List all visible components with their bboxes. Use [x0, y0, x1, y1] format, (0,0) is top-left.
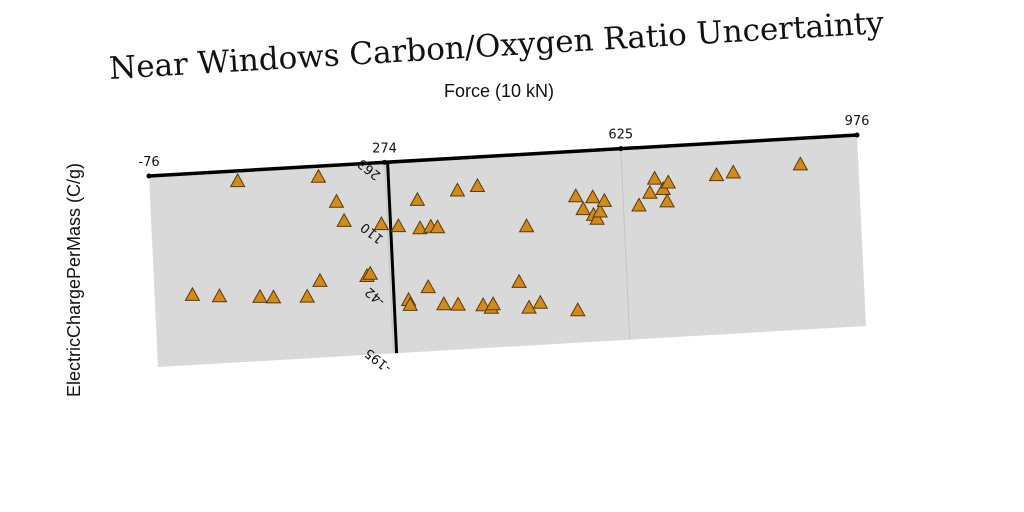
grid-line	[620, 148, 631, 340]
scatter-point	[532, 294, 549, 309]
scatter-point	[575, 201, 591, 216]
x-tick-mark	[382, 159, 388, 165]
scatter-point	[646, 170, 663, 185]
scatter-point	[631, 197, 647, 212]
scatter-point	[420, 278, 437, 294]
scatter-point	[328, 193, 345, 208]
scatter-point	[449, 182, 466, 197]
scatter-point	[518, 218, 535, 233]
scatter-point	[660, 174, 677, 189]
scatter-point	[390, 217, 407, 233]
scatter-point	[469, 177, 486, 193]
grid-line	[384, 162, 395, 354]
scatter-point	[708, 166, 725, 182]
scatter-point	[402, 296, 419, 311]
scatter-point	[792, 156, 809, 171]
scatter-point	[592, 203, 608, 218]
x-tick-mark	[618, 146, 624, 152]
x-tick-mark	[146, 173, 152, 179]
scatter-point	[229, 172, 246, 188]
scatter-point	[642, 184, 658, 199]
scatter-point	[485, 296, 502, 311]
x-tick-label: 625	[608, 128, 633, 143]
x-tick-mark	[854, 132, 860, 138]
scatter-point	[436, 296, 452, 311]
scatter-point	[450, 296, 466, 311]
scatter-point	[511, 273, 527, 288]
scatter-point	[567, 188, 584, 203]
scatter-point	[373, 216, 390, 231]
plot-background	[149, 135, 866, 367]
scatter-point	[596, 192, 613, 207]
scatter-point	[312, 272, 328, 287]
scatter-point	[521, 299, 537, 314]
scatter-point	[412, 220, 428, 235]
scatter-point	[184, 286, 201, 301]
x-axis-label: Force (10 kN)	[444, 81, 554, 101]
scatter-point	[265, 289, 282, 304]
scatter-point	[569, 302, 586, 317]
y-axis-line	[386, 162, 399, 354]
scatter-point	[299, 288, 316, 303]
y-axis-label: ElectricChargePerMass (C/g)	[64, 163, 84, 397]
scatter-point	[589, 210, 605, 225]
scatter-point	[725, 164, 742, 179]
x-tick-label: 976	[845, 114, 870, 129]
scatter-point	[584, 189, 601, 204]
scatter-point	[429, 219, 446, 234]
scatter-point	[310, 168, 327, 183]
x-axis-line	[148, 133, 858, 178]
scatter-point	[336, 212, 352, 227]
scatter-point	[409, 191, 426, 206]
x-tick-label: 274	[372, 141, 397, 156]
scatter-point	[659, 193, 675, 208]
chart-title: Near Windows Carbon/Oxygen Ratio Uncerta…	[108, 5, 885, 87]
scatter-point	[475, 297, 491, 312]
x-tick-label: -76	[138, 155, 159, 170]
scatter-point	[252, 288, 268, 303]
scatter-point	[362, 265, 379, 280]
scatter-point	[211, 288, 228, 303]
